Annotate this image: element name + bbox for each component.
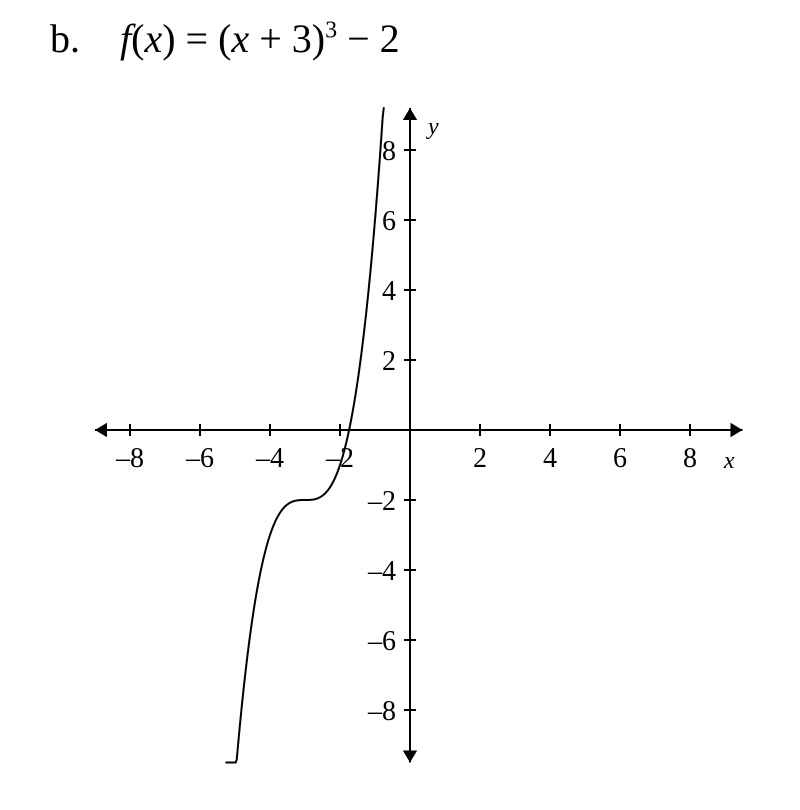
svg-text:6: 6 — [613, 443, 627, 474]
eq-inner-rest: + 3) — [249, 16, 325, 61]
svg-text:2: 2 — [382, 346, 396, 377]
equation: f(x) = (x + 3)3 − 2 — [120, 15, 400, 63]
svg-text:x: x — [723, 448, 735, 474]
svg-text:8: 8 — [683, 443, 697, 474]
svg-text:4: 4 — [382, 276, 396, 307]
eq-x1: x — [144, 16, 162, 61]
item-letter: b. — [50, 15, 80, 63]
svg-text:6: 6 — [382, 206, 396, 237]
svg-text:–8: –8 — [367, 696, 396, 727]
chart: –8–6–4–22468x–8–6–4–22468y — [60, 70, 760, 790]
svg-text:–2: –2 — [367, 486, 396, 517]
svg-text:2: 2 — [473, 443, 487, 474]
svg-text:4: 4 — [543, 443, 557, 474]
problem-header: b. f(x) = (x + 3)3 − 2 — [50, 15, 400, 63]
svg-text:y: y — [426, 114, 439, 140]
eq-x2: x — [231, 16, 249, 61]
eq-open: ( — [131, 16, 144, 61]
svg-text:–6: –6 — [367, 626, 396, 657]
eq-tail: − 2 — [337, 16, 400, 61]
eq-mid: ) = ( — [162, 16, 231, 61]
svg-text:8: 8 — [382, 136, 396, 167]
eq-f: f — [120, 16, 131, 61]
svg-text:–4: –4 — [255, 443, 284, 474]
chart-svg: –8–6–4–22468x–8–6–4–22468y — [60, 70, 760, 790]
svg-text:–6: –6 — [185, 443, 214, 474]
svg-text:–8: –8 — [115, 443, 144, 474]
eq-exponent: 3 — [325, 18, 337, 44]
svg-text:–4: –4 — [367, 556, 396, 587]
